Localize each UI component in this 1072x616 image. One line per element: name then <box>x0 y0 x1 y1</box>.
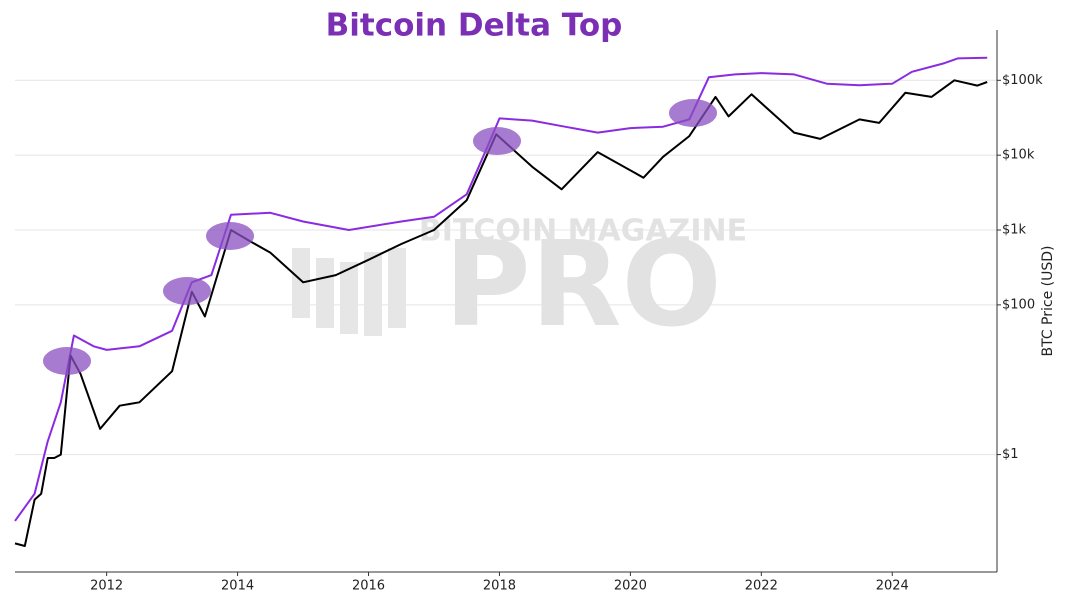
y-tick-label: $1 <box>1002 447 1019 462</box>
top-highlights <box>43 99 717 375</box>
x-tick-label: 2014 <box>221 579 254 594</box>
x-tick-label: 2022 <box>745 579 778 594</box>
watermark: BITCOIN MAGAZINE PRO <box>292 214 747 353</box>
watermark-logo <box>292 248 406 336</box>
y-axis-title: BTC Price (USD) <box>1040 245 1056 356</box>
watermark-text: PRO <box>444 215 722 353</box>
y-tick-label: $100 <box>1002 297 1035 312</box>
y-tick-label: $1k <box>1002 223 1027 238</box>
x-tick-label: 2018 <box>483 579 516 594</box>
chart-title: Bitcoin Delta Top <box>326 8 623 44</box>
x-tick-label: 2012 <box>90 579 123 594</box>
y-tick-label: $10k <box>1002 148 1035 163</box>
watermark-text: BITCOIN MAGAZINE <box>419 214 747 249</box>
x-tick-label: 2016 <box>352 579 385 594</box>
y-tick-label: $100k <box>1002 73 1043 88</box>
series-line <box>14 79 988 547</box>
x-tick-label: 2020 <box>614 579 647 594</box>
x-tick-label: 2024 <box>876 579 909 594</box>
